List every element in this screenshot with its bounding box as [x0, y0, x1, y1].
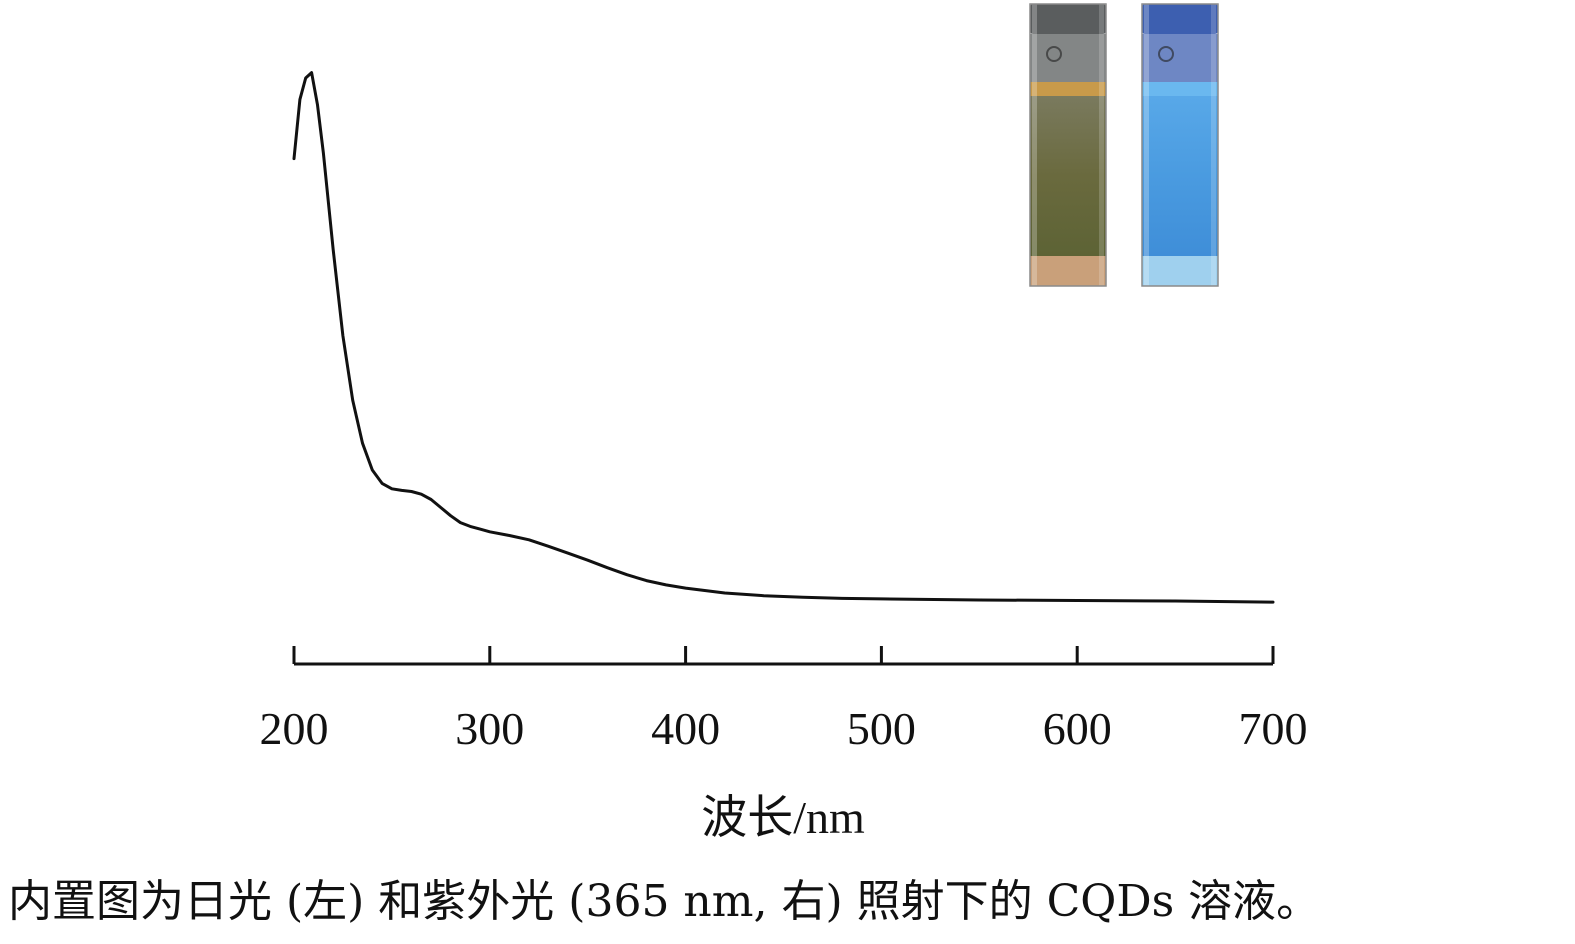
cuvette-liquid [1142, 96, 1218, 256]
x-tick-label-700: 700 [1239, 703, 1308, 754]
x-axis-title: 波长/nm [701, 792, 865, 843]
x-tick-label-400: 400 [651, 703, 720, 754]
cuvette-highlight [1032, 4, 1037, 286]
figure-caption: 内置图为日光 (左) 和紫外光 (365 nm, 右) 照射下的 CQDs 溶液… [8, 876, 1321, 927]
cuvette-liquid [1030, 96, 1106, 256]
x-axis-ticks [292, 646, 1275, 664]
cuvette-right [1141, 3, 1219, 287]
cuvette-cap [1030, 4, 1106, 34]
cuvette-inset [1029, 3, 1219, 287]
cuvette-meniscus [1142, 82, 1218, 96]
cuvette-outline [1029, 3, 1107, 287]
cuvette-highlight [1099, 4, 1104, 286]
cuvette-cap [1142, 4, 1218, 34]
x-tick-label-500: 500 [847, 703, 916, 754]
cuvette-meniscus [1030, 82, 1106, 96]
x-tick-label-600: 600 [1043, 703, 1112, 754]
cuvette-base [1142, 256, 1218, 286]
absorbance-curve [292, 71, 1275, 604]
cuvette-neck [1142, 34, 1218, 84]
cuvette-base [1030, 256, 1106, 286]
cuvette-highlight [1144, 4, 1149, 286]
cuvette-highlight [1211, 4, 1216, 286]
cuvette-left [1029, 3, 1107, 287]
cuvette-mark [1046, 46, 1062, 62]
cuvette-outline [1141, 3, 1219, 287]
x-axis-tick-labels: 200 300 400 500 600 700 [260, 703, 1308, 754]
x-tick-label-300: 300 [455, 703, 524, 754]
cuvette-neck [1030, 34, 1106, 84]
cuvette-mark [1158, 46, 1174, 62]
x-tick-label-200: 200 [260, 703, 329, 754]
